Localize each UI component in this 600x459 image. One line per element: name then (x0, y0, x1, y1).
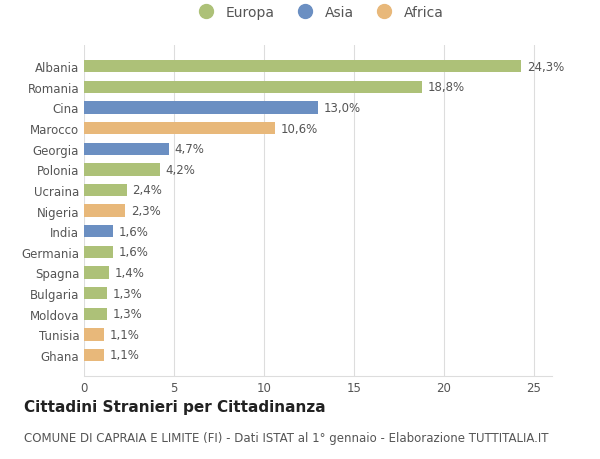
Text: Cittadini Stranieri per Cittadinanza: Cittadini Stranieri per Cittadinanza (24, 399, 326, 414)
Bar (84, 102, 318, 114)
Bar (84, 308, 107, 320)
Text: 2,3%: 2,3% (131, 205, 161, 218)
Bar (84, 267, 109, 279)
Text: 13,0%: 13,0% (323, 102, 361, 115)
Text: 1,1%: 1,1% (109, 349, 139, 362)
Bar (84, 287, 107, 300)
Text: 1,3%: 1,3% (113, 287, 143, 300)
Text: 1,1%: 1,1% (109, 328, 139, 341)
Text: COMUNE DI CAPRAIA E LIMITE (FI) - Dati ISTAT al 1° gennaio - Elaborazione TUTTIT: COMUNE DI CAPRAIA E LIMITE (FI) - Dati I… (24, 431, 548, 444)
Text: 24,3%: 24,3% (527, 61, 564, 73)
Bar (84, 246, 113, 258)
Bar (84, 82, 422, 94)
Text: 1,3%: 1,3% (113, 308, 143, 320)
Text: 1,4%: 1,4% (115, 266, 145, 280)
Text: 10,6%: 10,6% (280, 123, 317, 135)
Bar (84, 164, 160, 176)
Bar (84, 123, 275, 135)
Text: 2,4%: 2,4% (133, 184, 163, 197)
Text: 1,6%: 1,6% (118, 246, 148, 259)
Text: 4,2%: 4,2% (165, 163, 195, 176)
Bar (84, 329, 104, 341)
Bar (84, 225, 113, 238)
Text: 18,8%: 18,8% (428, 81, 465, 94)
Bar (84, 61, 521, 73)
Text: 1,6%: 1,6% (118, 225, 148, 238)
Bar (84, 349, 104, 361)
Bar (84, 205, 125, 217)
Text: 4,7%: 4,7% (174, 143, 204, 156)
Bar (84, 185, 127, 197)
Bar (84, 143, 169, 156)
Legend: Europa, Asia, Africa: Europa, Asia, Africa (187, 0, 449, 25)
